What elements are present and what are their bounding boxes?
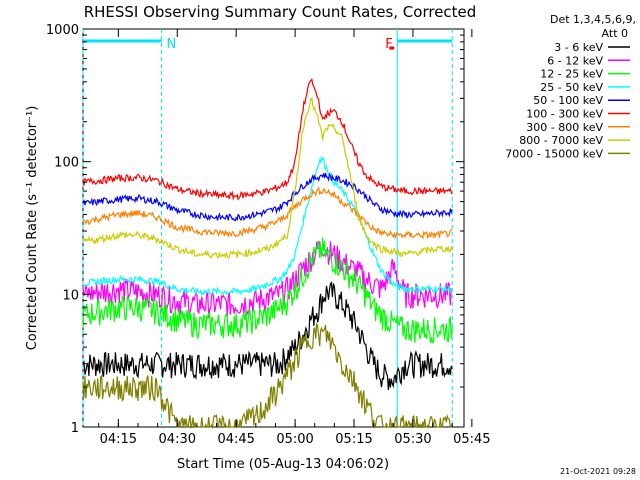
x-tick-label: 04:45 bbox=[217, 432, 254, 447]
y-axis-label: Corrected Count Rate (s⁻¹ detector⁻¹) bbox=[25, 106, 40, 351]
y-tick-label: 10 bbox=[62, 288, 79, 303]
flag-label-n: N bbox=[167, 37, 177, 52]
series-line-300-800kev bbox=[82, 185, 453, 240]
series-line-12-25kev bbox=[82, 237, 453, 344]
y-axis: 1 10 100 1000 bbox=[46, 23, 464, 436]
flag-label-f: F bbox=[385, 37, 392, 52]
legend-label: 7000 - 15000 keV bbox=[505, 147, 603, 160]
y-tick-label: 1000 bbox=[46, 23, 79, 38]
x-axis: 04:15 04:30 04:45 05:00 05:15 05:30 05:45 bbox=[98, 29, 491, 447]
x-tick-label: 04:30 bbox=[159, 432, 196, 447]
series-layer bbox=[82, 77, 453, 430]
legend-label: 12 - 25 keV bbox=[540, 68, 603, 81]
legend-header-attenuator: Att 0 bbox=[602, 27, 628, 40]
legend-label: 50 - 100 keV bbox=[533, 94, 603, 107]
plot-area bbox=[82, 28, 465, 428]
y-tick-label: 100 bbox=[54, 156, 79, 171]
legend-label: 25 - 50 keV bbox=[540, 81, 603, 94]
series-line-3-6kev bbox=[82, 281, 453, 391]
y-tick-label: 1 bbox=[71, 421, 79, 436]
timestamp: 21-Oct-2021 09:28 bbox=[560, 467, 636, 476]
x-axis-label: Start Time (05-Aug-13 04:06:02) bbox=[177, 457, 389, 472]
legend-label: 6 - 12 keV bbox=[547, 54, 603, 67]
x-tick-label: 05:30 bbox=[394, 432, 431, 447]
x-tick-label: 04:15 bbox=[100, 432, 137, 447]
legend-label: 100 - 300 keV bbox=[526, 108, 603, 121]
series-line-50-100kev bbox=[82, 172, 453, 222]
x-tick-label: 05:15 bbox=[335, 432, 372, 447]
plot-frame bbox=[82, 28, 465, 428]
legend-label: 300 - 800 keV bbox=[526, 121, 603, 134]
legend-label: 800 - 7000 keV bbox=[519, 134, 603, 147]
x-tick-label: 05:45 bbox=[453, 432, 490, 447]
legend-label: 3 - 6 keV bbox=[554, 41, 603, 54]
chart-title: RHESSI Observing Summary Count Rates, Co… bbox=[84, 3, 477, 21]
legend-header-detectors: Det 1,3,4,5,6,9, bbox=[550, 13, 636, 26]
series-line-7000-15000kev bbox=[82, 321, 453, 430]
series-line-25-50kev bbox=[82, 155, 453, 297]
series-line-800-7000kev bbox=[82, 96, 453, 259]
x-tick-label: 05:00 bbox=[276, 432, 313, 447]
series-line-100-300kev bbox=[82, 77, 453, 201]
